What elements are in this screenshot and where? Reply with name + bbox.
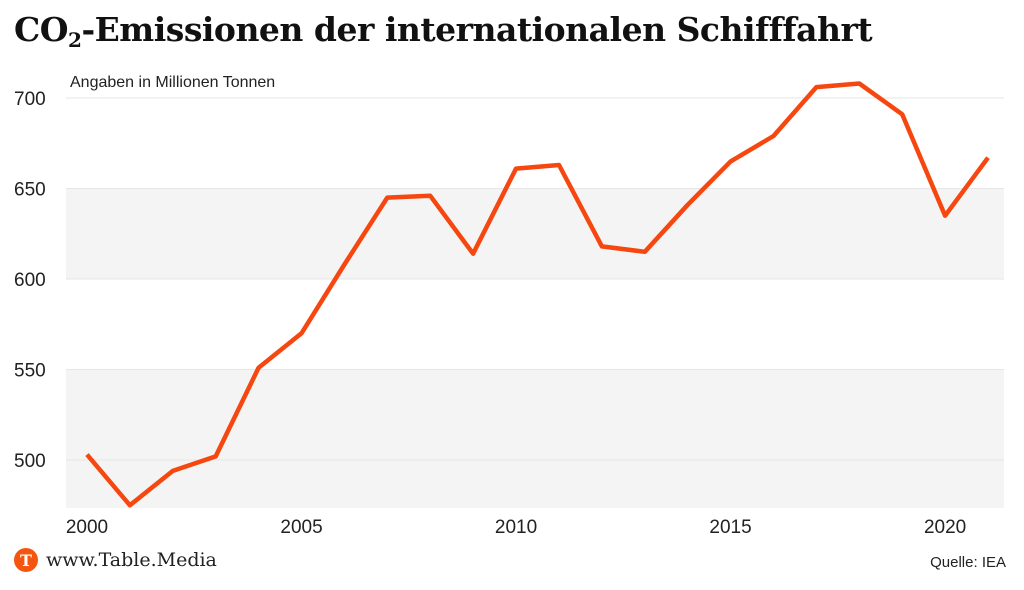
- data-point-2008: [428, 194, 432, 198]
- site-link[interactable]: www.Table.Media: [46, 549, 217, 571]
- data-point-2020: [943, 214, 947, 218]
- data-point-2005: [300, 331, 304, 335]
- data-point-2006: [342, 263, 346, 267]
- x-tick-label: 2005: [280, 517, 322, 538]
- y-tick-label: 700: [14, 89, 46, 110]
- data-point-2000: [85, 453, 89, 457]
- footer-brand[interactable]: T www.Table.Media: [14, 548, 217, 572]
- x-tick-label: 2010: [495, 517, 537, 538]
- data-point-2021: [986, 156, 990, 160]
- source-note: Quelle: IEA: [930, 554, 1006, 571]
- data-point-2011: [557, 163, 561, 167]
- chart-subtitle: Angaben in Millionen Tonnen: [70, 74, 276, 91]
- table-media-logo-icon: T: [14, 548, 38, 572]
- data-point-2004: [257, 366, 261, 370]
- y-tick-label: 600: [14, 270, 46, 291]
- y-tick-label: 500: [14, 451, 46, 472]
- data-point-2012: [600, 244, 604, 248]
- data-point-2016: [771, 134, 775, 138]
- x-tick-label: 2000: [66, 517, 108, 538]
- y-tick-label: 550: [14, 361, 46, 382]
- data-point-2013: [643, 250, 647, 254]
- y-tick-label: 650: [14, 180, 46, 201]
- data-point-2019: [900, 112, 904, 116]
- data-point-2014: [686, 203, 690, 207]
- x-tick-label: 2020: [924, 517, 966, 538]
- band-below-550: [66, 369, 1004, 508]
- data-point-2010: [514, 167, 518, 171]
- data-point-2001: [128, 503, 132, 507]
- data-point-2018: [857, 82, 861, 86]
- data-point-2002: [171, 469, 175, 473]
- data-point-2003: [214, 454, 218, 458]
- series-line: [85, 81, 990, 508]
- chart-title: CO2-Emissionen der internationalen Schif…: [14, 10, 873, 52]
- x-tick-label: 2015: [709, 517, 751, 538]
- data-point-2017: [814, 85, 818, 89]
- data-point-2015: [729, 159, 733, 163]
- data-point-2009: [471, 252, 475, 256]
- band-600-650: [66, 188, 1004, 279]
- data-point-2007: [385, 196, 389, 200]
